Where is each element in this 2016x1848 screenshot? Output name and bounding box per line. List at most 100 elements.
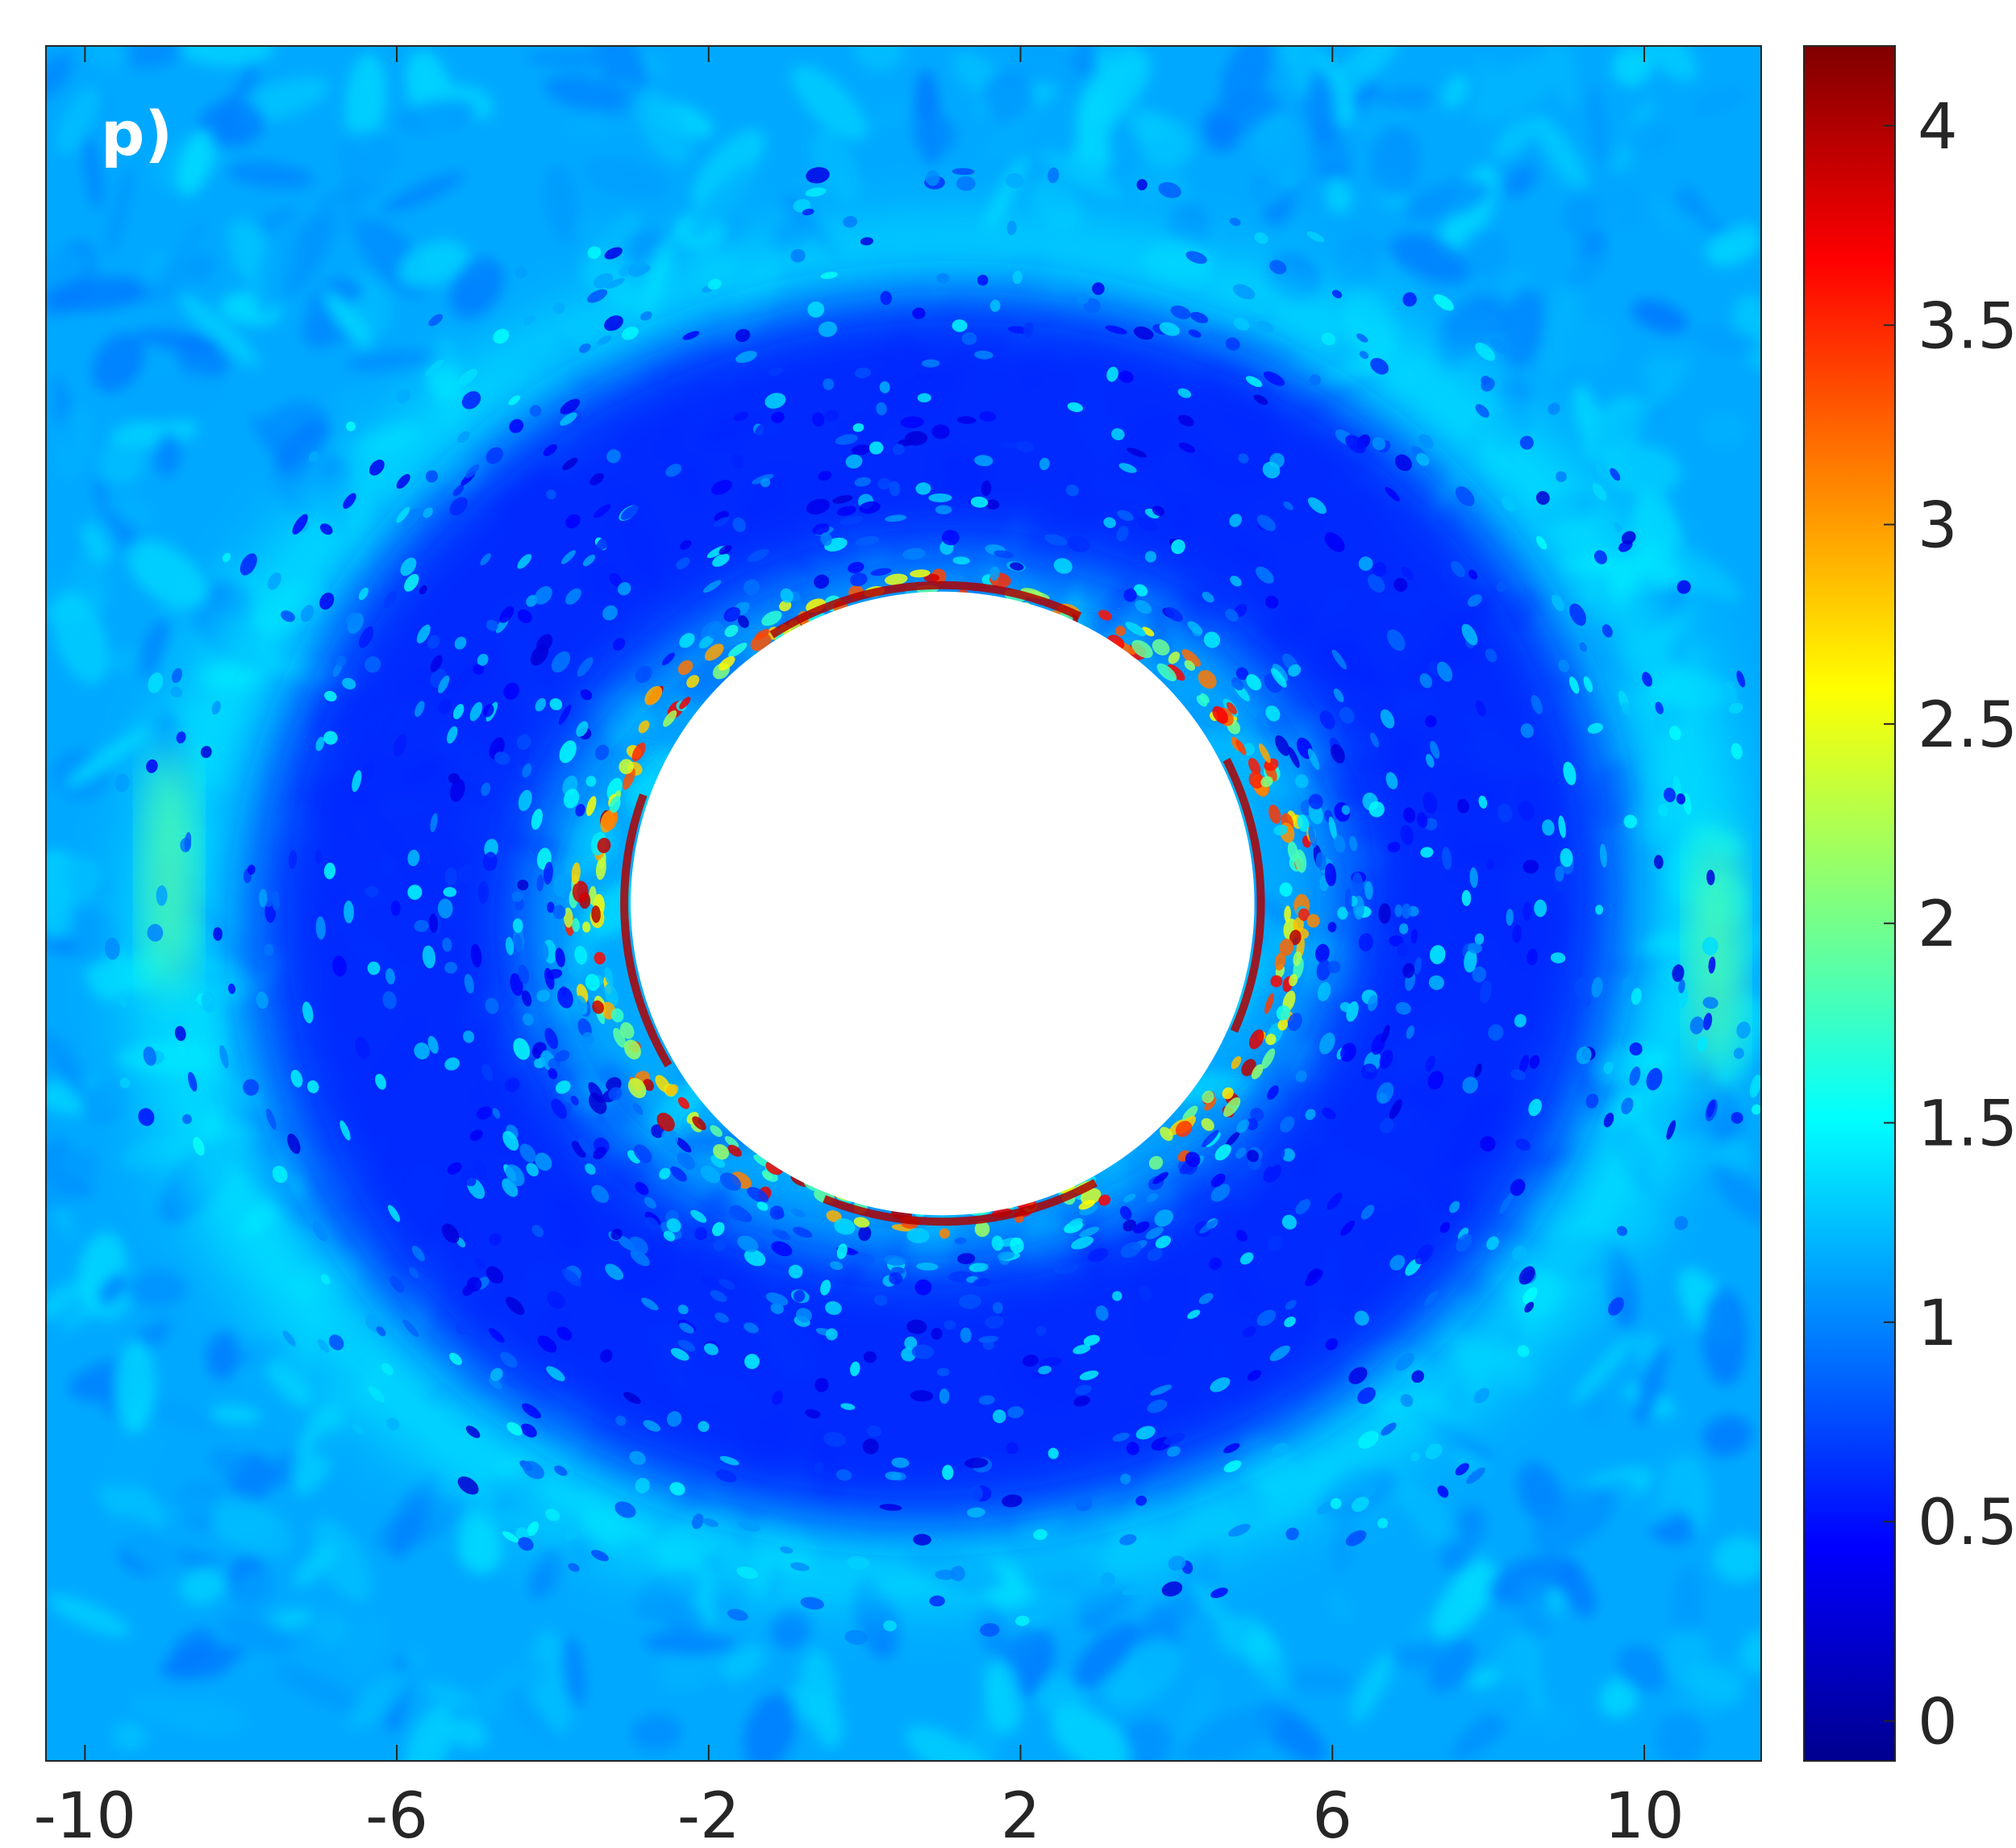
colorbar-tick-label: 2.5 [1918, 689, 2016, 762]
texture-patch [81, 522, 111, 564]
speckle [1367, 995, 1378, 1012]
speckle [589, 885, 597, 905]
speckle [1293, 917, 1304, 932]
speckle [1158, 181, 1181, 198]
speckle [1119, 1205, 1132, 1220]
speckle [1235, 1147, 1247, 1159]
speckle [445, 867, 457, 887]
speckle [663, 710, 677, 727]
speckle [143, 1046, 156, 1066]
speckle [1073, 1344, 1091, 1355]
speckle [402, 507, 421, 528]
speckle [823, 378, 835, 390]
speckle [531, 1225, 544, 1238]
speckle [847, 1555, 870, 1570]
speckle [505, 937, 514, 955]
speckle [1351, 1496, 1369, 1513]
speckle [840, 1403, 856, 1410]
speckle [369, 460, 385, 476]
speckle [517, 879, 529, 891]
speckle [1178, 442, 1195, 453]
texture-patch [1493, 117, 1539, 160]
speckle [1528, 1098, 1542, 1117]
speckle [826, 1210, 842, 1222]
speckle [679, 539, 692, 550]
speckle [1361, 1063, 1377, 1080]
speckle [1334, 835, 1346, 853]
speckle [877, 477, 891, 490]
speckle [1414, 956, 1422, 975]
speckle [1595, 463, 1610, 480]
texture-patch [127, 539, 207, 609]
texture-patch [1623, 121, 1676, 157]
speckle [1455, 1463, 1469, 1475]
speckle [700, 1165, 721, 1184]
texture-patch [1428, 1638, 1476, 1693]
speckle [1642, 672, 1652, 687]
speckle [1447, 1391, 1459, 1402]
speckle [1306, 1268, 1321, 1281]
speckle [193, 1137, 205, 1156]
speckle [535, 697, 547, 712]
speckle [560, 398, 581, 414]
speckle [610, 1228, 623, 1241]
left-crescent [146, 751, 192, 993]
speckle [623, 1039, 641, 1060]
speckle [1148, 1155, 1164, 1170]
speckle [464, 973, 474, 994]
speckle [627, 1150, 640, 1164]
speckle [889, 481, 901, 497]
speckle [543, 443, 558, 456]
speckle [710, 1290, 727, 1302]
texture-patch [1073, 1621, 1139, 1689]
speckle [1246, 1118, 1259, 1130]
speckle [1269, 260, 1287, 275]
texture-patch [1389, 233, 1472, 285]
colorbar-tick-label: 4 [1918, 91, 1958, 164]
speckle [1422, 792, 1438, 814]
speckle [644, 1197, 657, 1209]
texture-patch [99, 440, 145, 485]
speckle [1305, 1109, 1316, 1121]
texture-patch [46, 1149, 98, 1212]
colorbar-tick-label: 3 [1918, 490, 1958, 563]
speckle [862, 1438, 879, 1455]
speckle [956, 416, 977, 424]
texture-patch [206, 1330, 241, 1380]
speckle [1456, 798, 1469, 814]
speckle [148, 672, 164, 693]
speckle [492, 1108, 501, 1119]
speckle [173, 1046, 186, 1059]
speckle [679, 1322, 694, 1334]
speckle [1006, 1442, 1018, 1455]
speckle [931, 1327, 943, 1340]
speckle [1333, 688, 1344, 703]
speckle [1269, 1345, 1290, 1362]
speckle [282, 1330, 296, 1346]
speckle [1136, 517, 1158, 532]
speckle [1327, 922, 1337, 933]
speckle [1125, 622, 1146, 637]
texture-patch [582, 157, 670, 199]
speckle [1265, 705, 1281, 722]
texture-patch [1322, 176, 1352, 214]
speckle [1678, 979, 1685, 993]
speckle [1105, 325, 1127, 335]
texture-patch [112, 1513, 181, 1575]
speckle [635, 1181, 649, 1196]
speckle [906, 1228, 930, 1244]
speckle [1283, 501, 1293, 510]
speckle [1079, 1226, 1100, 1238]
speckle [444, 961, 458, 974]
speckle [1065, 484, 1080, 497]
speckle [635, 665, 652, 683]
speckle [176, 731, 186, 743]
speckle [1307, 748, 1320, 770]
texture-patch [346, 350, 438, 372]
speckle [552, 905, 566, 919]
speckle [115, 773, 130, 793]
speckle [1480, 1136, 1496, 1152]
speckle [1593, 550, 1607, 564]
texture-patch [179, 1568, 226, 1605]
speckle [1385, 486, 1400, 502]
